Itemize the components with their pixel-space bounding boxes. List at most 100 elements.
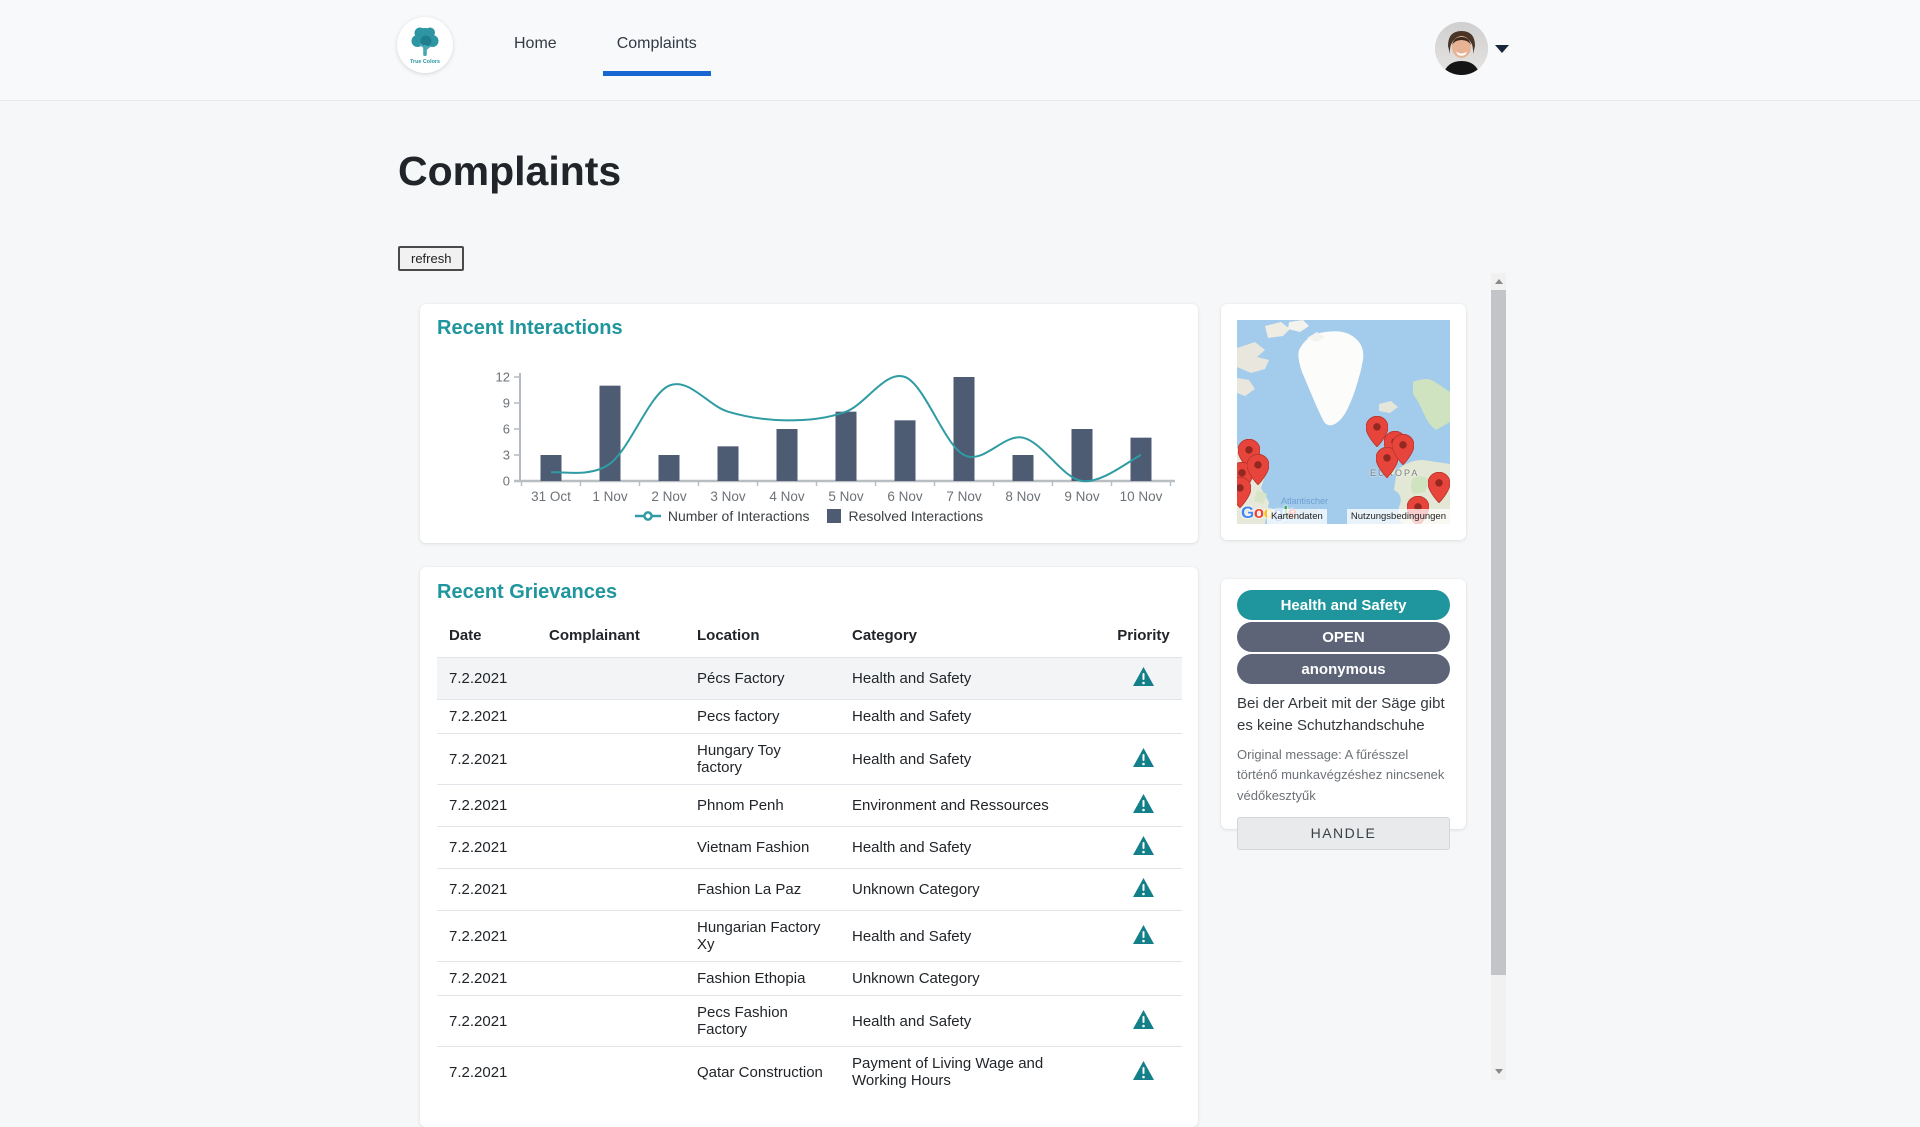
location-cell: Pecs factory bbox=[685, 699, 840, 734]
svg-text:6: 6 bbox=[503, 422, 510, 437]
complaint-message: Bei der Arbeit mit der Säge gibt es kein… bbox=[1237, 695, 1445, 734]
arrow-up-icon bbox=[1494, 279, 1503, 284]
chart-legend: Number of Interactions Resolved Interacti… bbox=[420, 508, 1198, 524]
page-title: Complaints bbox=[398, 148, 622, 194]
priority-cell bbox=[1105, 657, 1182, 700]
status-badge: OPEN bbox=[1237, 622, 1450, 652]
user-menu[interactable] bbox=[1435, 22, 1509, 75]
bar-3 Nov bbox=[717, 446, 739, 481]
table-row[interactable]: 7.2.2021 Fashion Ethopia Unknown Category bbox=[437, 961, 1182, 996]
svg-text:True Colors: True Colors bbox=[410, 59, 440, 65]
tree-logo-icon: True Colors bbox=[410, 27, 440, 65]
category-cell: Health and Safety bbox=[840, 657, 1105, 700]
world-map[interactable]: EUROPA AtlantischerOzean Google Kartenda… bbox=[1237, 320, 1450, 524]
map-card: EUROPA AtlantischerOzean Google Kartenda… bbox=[1221, 304, 1466, 540]
table-header-row: Date Complainant Location Category Priority bbox=[437, 615, 1182, 658]
map-label-europa: EUROPA bbox=[1370, 468, 1420, 478]
svg-text:2 Nov: 2 Nov bbox=[651, 489, 687, 504]
recent-interactions-card: Recent Interactions 0 3 6 9 12 31 Oct 1 Nov 2 N… bbox=[420, 304, 1198, 543]
tab-home[interactable]: Home bbox=[514, 35, 557, 52]
map-terrain bbox=[1237, 320, 1450, 524]
priority-warning-icon bbox=[1133, 1060, 1154, 1080]
map-marker-icon[interactable] bbox=[1246, 453, 1270, 490]
priority-warning-icon bbox=[1133, 667, 1154, 686]
avatar[interactable] bbox=[1435, 22, 1488, 75]
svg-text:3: 3 bbox=[503, 448, 510, 463]
table-row[interactable]: 7.2.2021 Pecs factory Health and Safety bbox=[437, 699, 1182, 734]
bar-7 Nov bbox=[953, 377, 975, 481]
complainant-cell bbox=[537, 826, 685, 869]
bar-2 Nov bbox=[658, 455, 680, 481]
location-cell: Fashion La Paz bbox=[685, 868, 840, 911]
tab-complaints[interactable]: Complaints bbox=[600, 26, 714, 76]
category-cell: Environment and Ressources bbox=[840, 784, 1105, 827]
location-cell: Vietnam Fashion bbox=[685, 826, 840, 869]
location-cell: Hungarian Factory Xy bbox=[685, 910, 840, 962]
complainant-cell bbox=[537, 995, 685, 1047]
arrow-down-icon bbox=[1494, 1069, 1503, 1074]
handle-button[interactable]: HANDLE bbox=[1237, 816, 1450, 850]
legend-item[interactable]: Resolved Interactions bbox=[827, 508, 983, 524]
line-series-icon bbox=[634, 511, 661, 521]
map-data-link[interactable]: Kartendaten bbox=[1267, 509, 1327, 524]
scrollbar-thumb[interactable] bbox=[1491, 290, 1506, 975]
priority-cell bbox=[1105, 961, 1182, 996]
interactions-line bbox=[550, 375, 1142, 483]
svg-text:0: 0 bbox=[503, 474, 510, 489]
map-marker-icon[interactable] bbox=[1237, 476, 1252, 513]
top-navbar: True Colors Home Complaints bbox=[0, 0, 1920, 101]
date-cell: 7.2.2021 bbox=[437, 910, 537, 962]
complainant-cell bbox=[537, 961, 685, 996]
svg-text:7 Nov: 7 Nov bbox=[946, 489, 982, 504]
grievances-table: Date Complainant Location Category Priority … bbox=[437, 615, 1182, 1097]
table-row[interactable]: 7.2.2021 Qatar Construction Payment of Liv… bbox=[437, 1046, 1182, 1097]
complainant-cell bbox=[537, 910, 685, 962]
scrollbar-track[interactable] bbox=[1491, 273, 1506, 1080]
svg-text:8 Nov: 8 Nov bbox=[1005, 489, 1041, 504]
grievances-table-body: 7.2.2021 Pécs Factory Health and Safety 7.2… bbox=[437, 657, 1182, 1097]
table-row[interactable]: 7.2.2021 Pecs Fashion Factory Health and S… bbox=[437, 995, 1182, 1047]
category-cell: Unknown Category bbox=[840, 868, 1105, 911]
category-badge: Health and Safety bbox=[1237, 590, 1450, 620]
chevron-down-icon[interactable] bbox=[1495, 44, 1509, 53]
table-row[interactable]: 7.2.2021 Vietnam Fashion Health and Safety bbox=[437, 826, 1182, 869]
map-marker-icon[interactable] bbox=[1427, 471, 1450, 508]
svg-text:1 Nov: 1 Nov bbox=[592, 489, 628, 504]
svg-text:6 Nov: 6 Nov bbox=[887, 489, 923, 504]
recent-grievances-card: Recent Grievances Date Complainant Locatio… bbox=[420, 567, 1198, 1127]
map-terms-link[interactable]: Nutzungsbedingungen bbox=[1346, 509, 1450, 524]
location-cell: Pécs Factory bbox=[685, 657, 840, 700]
svg-text:5 Nov: 5 Nov bbox=[828, 489, 864, 504]
card-title: Recent Grievances bbox=[437, 581, 618, 603]
bar-4 Nov bbox=[776, 429, 798, 481]
map-marker-icon[interactable] bbox=[1391, 433, 1415, 470]
nav-tabs: Home Complaints bbox=[497, 26, 714, 76]
complainant-cell bbox=[537, 657, 685, 700]
date-cell: 7.2.2021 bbox=[437, 657, 537, 700]
bar-31 Oct bbox=[540, 455, 562, 481]
brand-logo[interactable]: True Colors bbox=[397, 17, 453, 73]
complainant-cell bbox=[537, 1046, 685, 1097]
bar-series-icon bbox=[827, 509, 842, 523]
refresh-button[interactable]: refresh bbox=[398, 246, 465, 271]
priority-cell bbox=[1105, 995, 1182, 1047]
priority-cell bbox=[1105, 1046, 1182, 1097]
table-row[interactable]: 7.2.2021 Pécs Factory Health and Safety bbox=[437, 657, 1182, 700]
legend-item[interactable]: Number of Interactions bbox=[634, 508, 809, 524]
svg-text:10 Nov: 10 Nov bbox=[1120, 489, 1163, 504]
bar-8 Nov bbox=[1012, 455, 1034, 481]
svg-text:12: 12 bbox=[496, 370, 510, 385]
scrollbar-down-button[interactable] bbox=[1491, 1063, 1506, 1080]
table-row[interactable]: 7.2.2021 Phnom Penh Environment and Ressou… bbox=[437, 784, 1182, 827]
table-row[interactable]: 7.2.2021 Fashion La Paz Unknown Category bbox=[437, 868, 1182, 911]
category-cell: Unknown Category bbox=[840, 961, 1105, 996]
column-header-priority: Priority bbox=[1117, 627, 1170, 644]
table-row[interactable]: 7.2.2021 Hungarian Factory Xy Health and S… bbox=[437, 910, 1182, 962]
date-cell: 7.2.2021 bbox=[437, 995, 537, 1047]
category-cell: Health and Safety bbox=[840, 826, 1105, 869]
table-row[interactable]: 7.2.2021 Hungary Toy factory Health and Sa… bbox=[437, 733, 1182, 785]
location-cell: Fashion Ethopia bbox=[685, 961, 840, 996]
map-marker-icon[interactable] bbox=[1365, 415, 1389, 452]
scrollbar-up-button[interactable] bbox=[1491, 273, 1506, 290]
complaint-detail-card: Health and Safety OPEN anonymous Bei der… bbox=[1221, 579, 1466, 850]
